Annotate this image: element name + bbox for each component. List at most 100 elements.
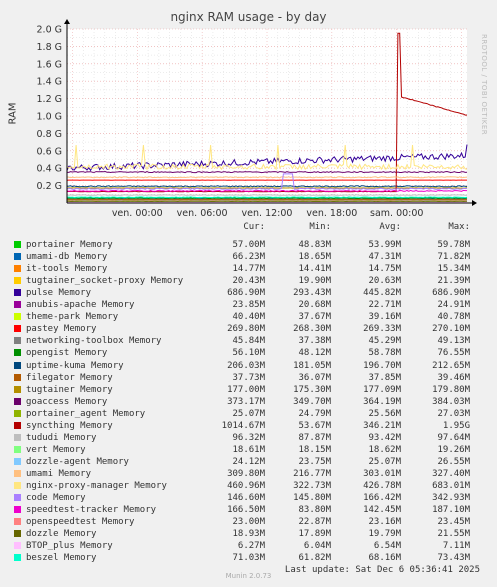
legend-swatch: [14, 397, 21, 405]
legend-row: tugtainer_socket-proxy Memory 20.43M 19.90…: [0, 275, 497, 287]
legend-min-value: 37.38M: [298, 336, 331, 347]
legend-min-value: 175.30M: [293, 384, 331, 395]
x-tick-label: ven. 06:00: [177, 208, 228, 219]
legend-series-name: goaccess Memory: [26, 396, 108, 407]
legend-series-name: nginx-proxy-manager Memory: [26, 481, 167, 491]
series-lines: [66, 32, 468, 204]
legend-series-name: umami-db Memory: [26, 252, 108, 263]
legend-row: portainer_agent Memory 25.07M 24.79M 25.56M…: [0, 408, 497, 420]
legend-max-value: 76.55M: [437, 348, 470, 359]
legend-max-value: 342.93M: [432, 493, 470, 504]
legend-row: beszel Memory 71.03M 61.82M 68.16M 73.43M: [0, 552, 497, 564]
legend-min-value: 24.79M: [298, 408, 331, 419]
legend-min-value: 216.77M: [293, 468, 331, 479]
legend-series-name: dozzle Memory: [26, 529, 97, 540]
legend-row: dozzle-agent Memory 24.12M 23.75M 25.07M 26.…: [0, 456, 497, 468]
legend-row: BTOP_plus Memory 6.27M 6.04M 6.54M 7.11M: [0, 540, 497, 552]
legend-min-value: 181.05M: [293, 360, 331, 371]
legend-max-value: 27.03M: [437, 408, 470, 419]
legend-max-value: 39.46M: [437, 372, 470, 383]
legend-series-name: opengist Memory: [26, 348, 108, 359]
legend-cur-value: 37.73M: [232, 372, 265, 383]
legend-max-value: 40.78M: [437, 312, 470, 323]
legend-row: tududi Memory 96.32M 87.87M 93.42M 97.64M: [0, 432, 497, 444]
legend-avg-value: 20.63M: [368, 276, 401, 287]
series-line-26: [66, 196, 468, 199]
legend-cur-value: 71.03M: [232, 553, 265, 564]
legend-swatch: [14, 494, 21, 502]
legend-series-name: anubis-apache Memory: [26, 300, 135, 311]
legend-max-value: 686.90M: [432, 288, 470, 299]
legend-row: theme-park Memory 40.40M 37.67M 39.16M 40.78…: [0, 311, 497, 323]
legend-min-value: 322.73M: [293, 481, 331, 491]
series-line-15: [66, 32, 468, 193]
legend-row: opengist Memory 56.10M 48.12M 58.78M 76.55M: [0, 347, 497, 359]
legend-avg-value: 177.09M: [363, 384, 401, 395]
y-axis-ticks: 0.2 G 0.4 G 0.6 G 0.8 G 1.0 G 1.2 G 1.4 G 1.6 G…: [37, 25, 63, 193]
legend-swatch: [14, 445, 21, 453]
legend-max-value: 97.64M: [437, 432, 470, 443]
legend-series-name: beszel Memory: [26, 553, 97, 564]
legend-series-name: syncthing Memory: [26, 420, 113, 431]
legend-header-cur: Cur:: [243, 222, 265, 232]
legend-series-name: theme-park Memory: [26, 312, 119, 323]
legend-row: networking-toolbox Memory 45.84M 37.38M 45.…: [0, 335, 497, 347]
legend-row: vert Memory 18.61M 18.15M 18.62M 19.26M: [0, 444, 497, 456]
legend-min-value: 53.67M: [298, 420, 331, 431]
legend-swatch: [14, 469, 21, 477]
legend-cur-value: 23.00M: [232, 517, 265, 528]
legend-series-name: it-tools Memory: [26, 264, 108, 275]
legend-avg-value: 25.07M: [368, 456, 401, 467]
legend-cur-value: 96.32M: [232, 432, 265, 443]
series-line-10: [66, 185, 468, 188]
legend-cur-value: 166.50M: [227, 505, 265, 516]
legend-row: speedtest-tracker Memory 166.50M 83.80M 142…: [0, 504, 497, 516]
legend-series-name: dozzle-agent Memory: [26, 456, 129, 467]
legend-cur-value: 24.12M: [232, 456, 265, 467]
legend-min-value: 268.30M: [293, 324, 331, 335]
legend-avg-value: 19.79M: [368, 529, 401, 540]
legend-swatch: [14, 265, 21, 273]
legend-max-value: 15.34M: [437, 264, 470, 275]
legend-avg-value: 18.62M: [368, 444, 401, 455]
series-line-13: [66, 170, 468, 174]
legend-swatch: [14, 325, 21, 333]
series-line-9: [66, 196, 468, 200]
legend-series-name: uptime-kuma Memory: [26, 360, 124, 371]
y-axis-arrow: [64, 19, 70, 24]
legend-avg-value: 364.19M: [363, 396, 401, 407]
legend-row: pulse Memory 686.90M 293.43M 445.82M 686.90M: [0, 287, 497, 299]
legend-series-name: portainer Memory: [26, 240, 113, 250]
legend-cur-value: 460.96M: [227, 481, 265, 491]
legend-cur-value: 18.61M: [232, 444, 265, 455]
legend-max-value: 26.55M: [437, 456, 470, 467]
legend-cur-value: 23.85M: [232, 300, 265, 311]
legend-min-value: 17.89M: [298, 529, 331, 540]
legend-swatch: [14, 421, 21, 429]
legend-swatch: [14, 385, 21, 393]
legend-series-name: networking-toolbox Memory: [26, 336, 162, 347]
legend-row: portainer Memory 57.00M 48.83M 53.99M 59.78M: [0, 239, 497, 251]
legend-max-value: 19.26M: [437, 444, 470, 455]
legend-series-name: pulse Memory: [26, 288, 92, 299]
legend-swatch: [14, 530, 21, 538]
legend-cur-value: 18.93M: [232, 529, 265, 540]
legend-cur-value: 373.17M: [227, 396, 265, 407]
rrdtool-watermark: RRDTOOL / TOBI OETIKER: [480, 34, 488, 136]
y-tick-label: 0.6 G: [37, 146, 63, 157]
legend-min-value: 6.04M: [303, 541, 331, 552]
munin-version: Munin 2.0.73: [225, 572, 272, 580]
legend-min-value: 87.87M: [298, 432, 331, 443]
legend-series-name: openspeedtest Memory: [26, 517, 135, 528]
legend-series-name: tugtainer_socket-proxy Memory: [26, 276, 184, 287]
legend-min-value: 83.80M: [298, 505, 331, 516]
legend-max-value: 49.13M: [437, 336, 470, 347]
series-line-16: [66, 194, 467, 196]
legend-cur-value: 206.03M: [227, 360, 265, 371]
legend-cur-value: 6.27M: [237, 541, 265, 552]
legend-row: filegator Memory 37.73M 36.07M 37.85M 39.46M: [0, 372, 497, 384]
legend-swatch: [14, 482, 21, 489]
last-update: Last update: Sat Dec 6 05:36:41 2025: [284, 565, 480, 576]
legend-row: code Memory 146.60M 145.80M 166.42M 342.93M: [0, 492, 497, 504]
legend-row: uptime-kuma Memory 206.03M 181.05M 196.70M 2…: [0, 360, 497, 372]
